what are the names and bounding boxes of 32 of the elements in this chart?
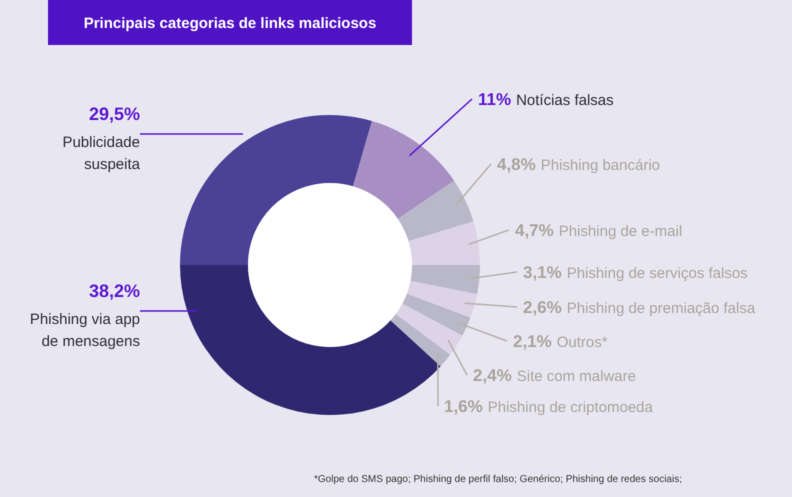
data-label: 2,4% bbox=[473, 366, 512, 385]
data-label: 4,7% bbox=[515, 221, 554, 240]
donut-slice bbox=[396, 304, 462, 355]
donut-slice bbox=[390, 314, 450, 366]
slice-label: Phishing via app de mensagens bbox=[30, 311, 140, 350]
data-label: 38,2% bbox=[88, 281, 140, 301]
slice-label: Outros* bbox=[556, 334, 608, 351]
slice-label: Phishing de e-mail bbox=[558, 223, 682, 240]
donut-slice bbox=[352, 120, 454, 219]
donut-slice bbox=[180, 264, 441, 415]
data-label: 2,6% bbox=[523, 298, 562, 317]
slice-label: Phishing de serviços falsos bbox=[566, 265, 748, 282]
data-label: 11% bbox=[478, 90, 512, 109]
data-label: 1,6% bbox=[444, 397, 483, 416]
data-label: 2,1% bbox=[513, 332, 552, 351]
slice-label: Phishing bancário bbox=[540, 157, 660, 174]
data-label: 4,8% bbox=[497, 155, 536, 174]
slice-label: Site com malware bbox=[516, 368, 636, 385]
donut-slice bbox=[410, 265, 480, 294]
donut-slice bbox=[406, 280, 478, 318]
slice-label: Phishing de criptomoeda bbox=[488, 399, 654, 416]
chart-title: Principais categorias de links maliciosos bbox=[84, 15, 376, 32]
data-label: 29,5% bbox=[88, 104, 140, 124]
donut-slice bbox=[180, 115, 372, 265]
data-label: 3,1% bbox=[523, 263, 562, 282]
text: *Golpe do SMS pago; Phishing de perfil falso; Genérico; Phishing de redes sociais; bbox=[314, 474, 682, 485]
slice-label: Notícias falsas bbox=[516, 92, 614, 109]
donut-slice bbox=[398, 180, 474, 242]
donut-slice bbox=[402, 294, 470, 336]
donut-slice bbox=[408, 221, 480, 266]
slice-label: Phishing de premiação falsa bbox=[566, 300, 756, 317]
slice-label: Publicidade suspeita bbox=[62, 134, 141, 173]
